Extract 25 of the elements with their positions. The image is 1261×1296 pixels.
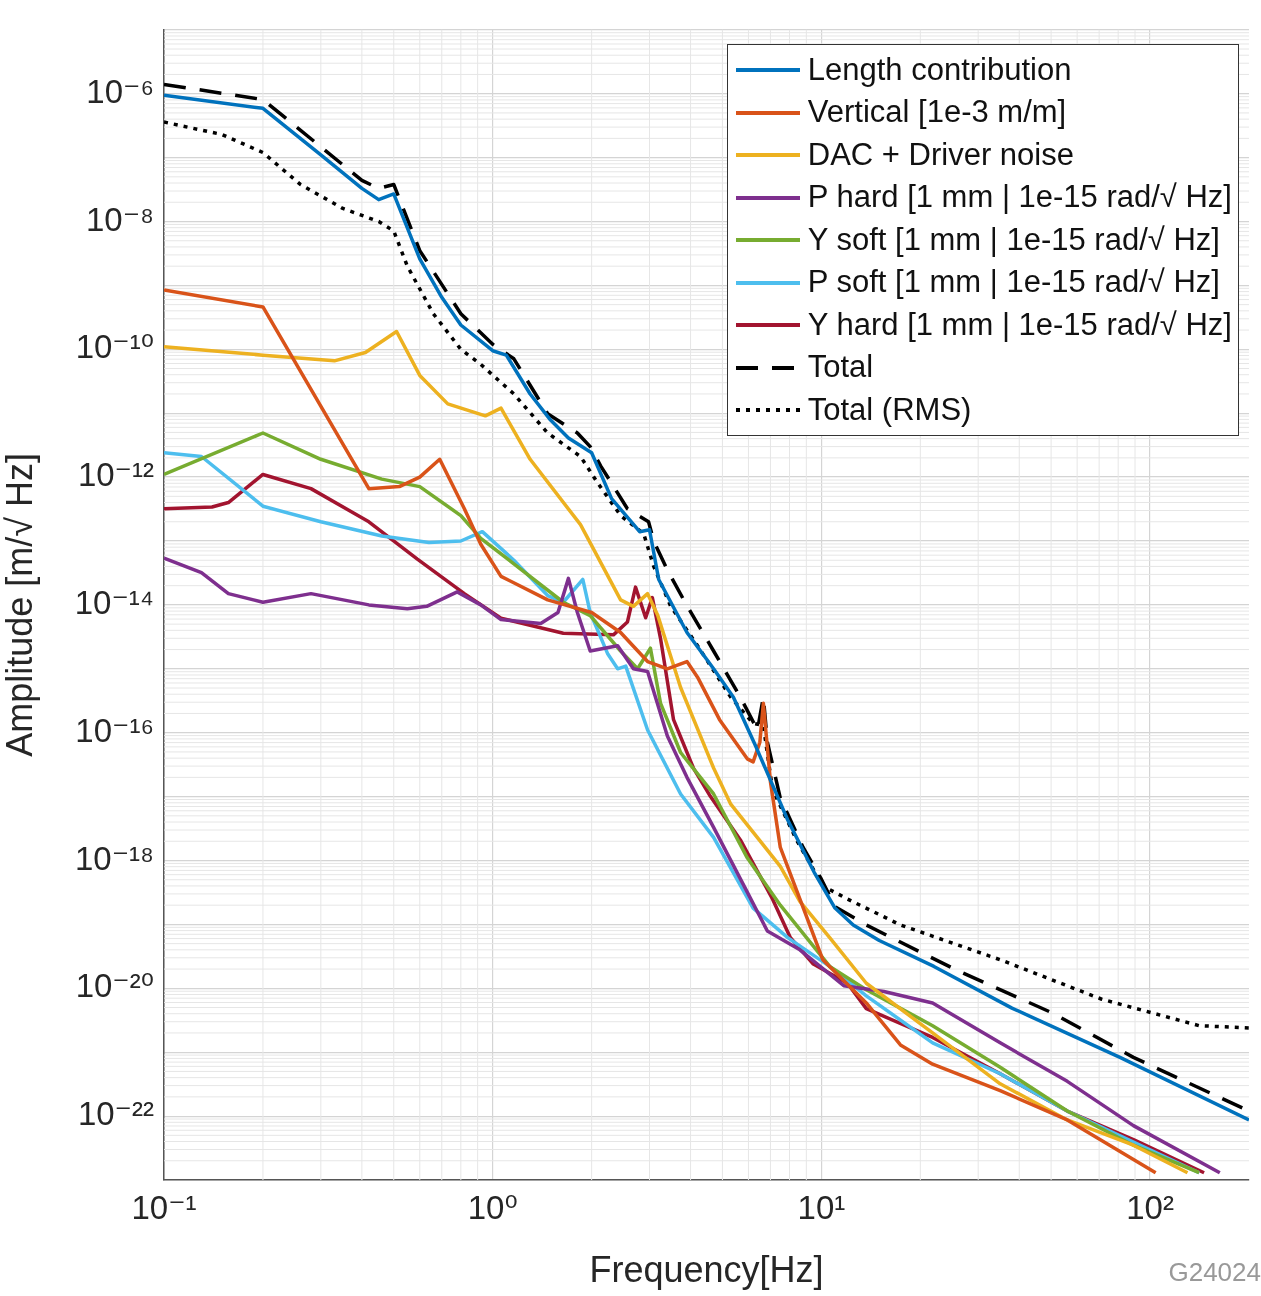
y-tick-label: 10⁻²² xyxy=(77,1095,154,1133)
y-tick-label: 10⁻¹² xyxy=(77,456,154,494)
legend-label: Length contribution xyxy=(807,50,1072,89)
text: G24024 xyxy=(1168,1257,1261,1288)
legend-label: Y soft [1 mm | 1e-15 rad/√ Hz] xyxy=(807,220,1220,259)
legend-label: Vertical [1e-3 m/m] xyxy=(807,93,1067,132)
y-tick-label: 10⁻¹⁰ xyxy=(75,328,154,366)
legend-label: P soft [1 mm | 1e-15 rad/√ Hz] xyxy=(807,263,1220,302)
legend-label: Y hard [1 mm | 1e-15 rad/√ Hz] xyxy=(807,305,1232,344)
x-axis-title: Frequency[Hz] xyxy=(589,1249,824,1291)
x-tick-label: 10⁻¹ xyxy=(131,1188,197,1226)
y-tick-label: 10⁻⁶ xyxy=(86,72,154,110)
x-tick-label: 10¹ xyxy=(797,1188,846,1226)
x-tick-label: 10² xyxy=(1126,1188,1174,1226)
y-tick-label: 10⁻¹⁶ xyxy=(75,711,154,749)
y-tick-label: 10⁻²⁰ xyxy=(75,967,154,1005)
y-tick-label: 10⁻¹⁸ xyxy=(74,839,154,877)
y-axis-title: Amplitude [m/√ Hz] xyxy=(0,452,40,757)
y-tick-label: 10⁻⁸ xyxy=(85,200,154,238)
legend-label: Total xyxy=(807,348,874,387)
x-tick-label: 10⁰ xyxy=(467,1188,518,1226)
legend-label: DAC + Driver noise xyxy=(807,135,1074,174)
legend-label: Total (RMS) xyxy=(807,390,972,429)
legend-label: P hard [1 mm | 1e-15 rad/√ Hz] xyxy=(807,178,1232,217)
y-tick-label: 10⁻¹⁴ xyxy=(74,583,154,621)
